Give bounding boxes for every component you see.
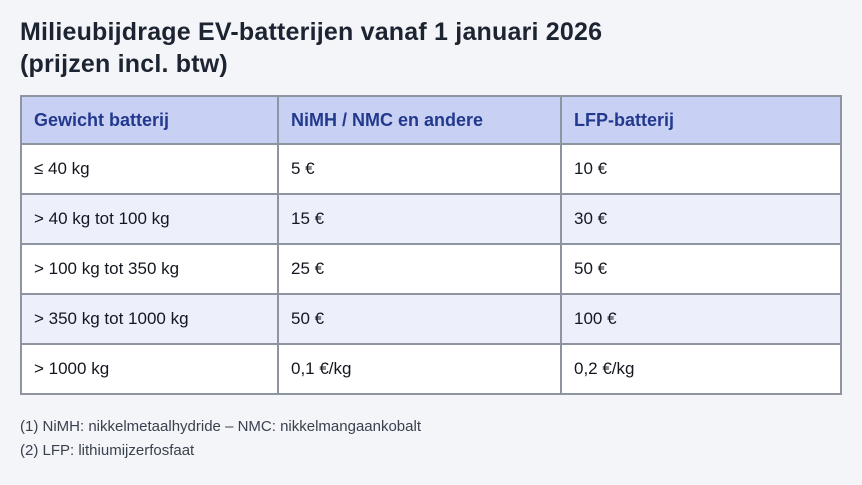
cell-lfp-price: 0,2 €/kg (560, 343, 842, 395)
cell-weight: ≤ 40 kg (20, 143, 279, 195)
cell-lfp-price: 10 € (560, 143, 842, 195)
cell-nimh-price: 50 € (277, 293, 562, 345)
cell-nimh-price: 25 € (277, 243, 562, 295)
cell-lfp-price: 50 € (560, 243, 842, 295)
table-row: > 100 kg tot 350 kg 25 € 50 € (20, 243, 842, 295)
table-row: ≤ 40 kg 5 € 10 € (20, 143, 842, 195)
cell-weight: > 40 kg tot 100 kg (20, 193, 279, 245)
table-header-row: Gewicht batterij NiMH / NMC en andere LF… (20, 95, 842, 145)
table-row: > 1000 kg 0,1 €/kg 0,2 €/kg (20, 343, 842, 395)
table-row: > 350 kg tot 1000 kg 50 € 100 € (20, 293, 842, 345)
cell-weight: > 350 kg tot 1000 kg (20, 293, 279, 345)
cell-nimh-price: 0,1 €/kg (277, 343, 562, 395)
cell-weight: > 100 kg tot 350 kg (20, 243, 279, 295)
page-title-line-1: Milieubijdrage EV-batterijen vanaf 1 jan… (20, 18, 603, 46)
page-title: Milieubijdrage EV-batterijen vanaf 1 jan… (20, 16, 841, 80)
cell-nimh-price: 15 € (277, 193, 562, 245)
footnote-nimh-nmc: (1) NiMH: nikkelmetaalhydride – NMC: nik… (20, 418, 421, 435)
table-row: > 40 kg tot 100 kg 15 € 30 € (20, 193, 842, 245)
column-header-nimh-nmc: NiMH / NMC en andere (277, 95, 562, 145)
page-title-line-2: (prijzen incl. btw) (20, 50, 228, 78)
footnote-lfp: (2) LFP: lithiumijzerfosfaat (20, 442, 195, 459)
column-header-lfp: LFP-batterij (560, 95, 842, 145)
cell-lfp-price: 100 € (560, 293, 842, 345)
cell-lfp-price: 30 € (560, 193, 842, 245)
footnotes: (1) NiMH: nikkelmetaalhydride – NMC: nik… (20, 415, 841, 463)
content-area: Milieubijdrage EV-batterijen vanaf 1 jan… (20, 16, 842, 463)
cell-nimh-price: 5 € (277, 143, 562, 195)
column-header-weight: Gewicht batterij (20, 95, 279, 145)
battery-fee-table: Gewicht batterij NiMH / NMC en andere LF… (20, 95, 842, 395)
cell-weight: > 1000 kg (20, 343, 279, 395)
